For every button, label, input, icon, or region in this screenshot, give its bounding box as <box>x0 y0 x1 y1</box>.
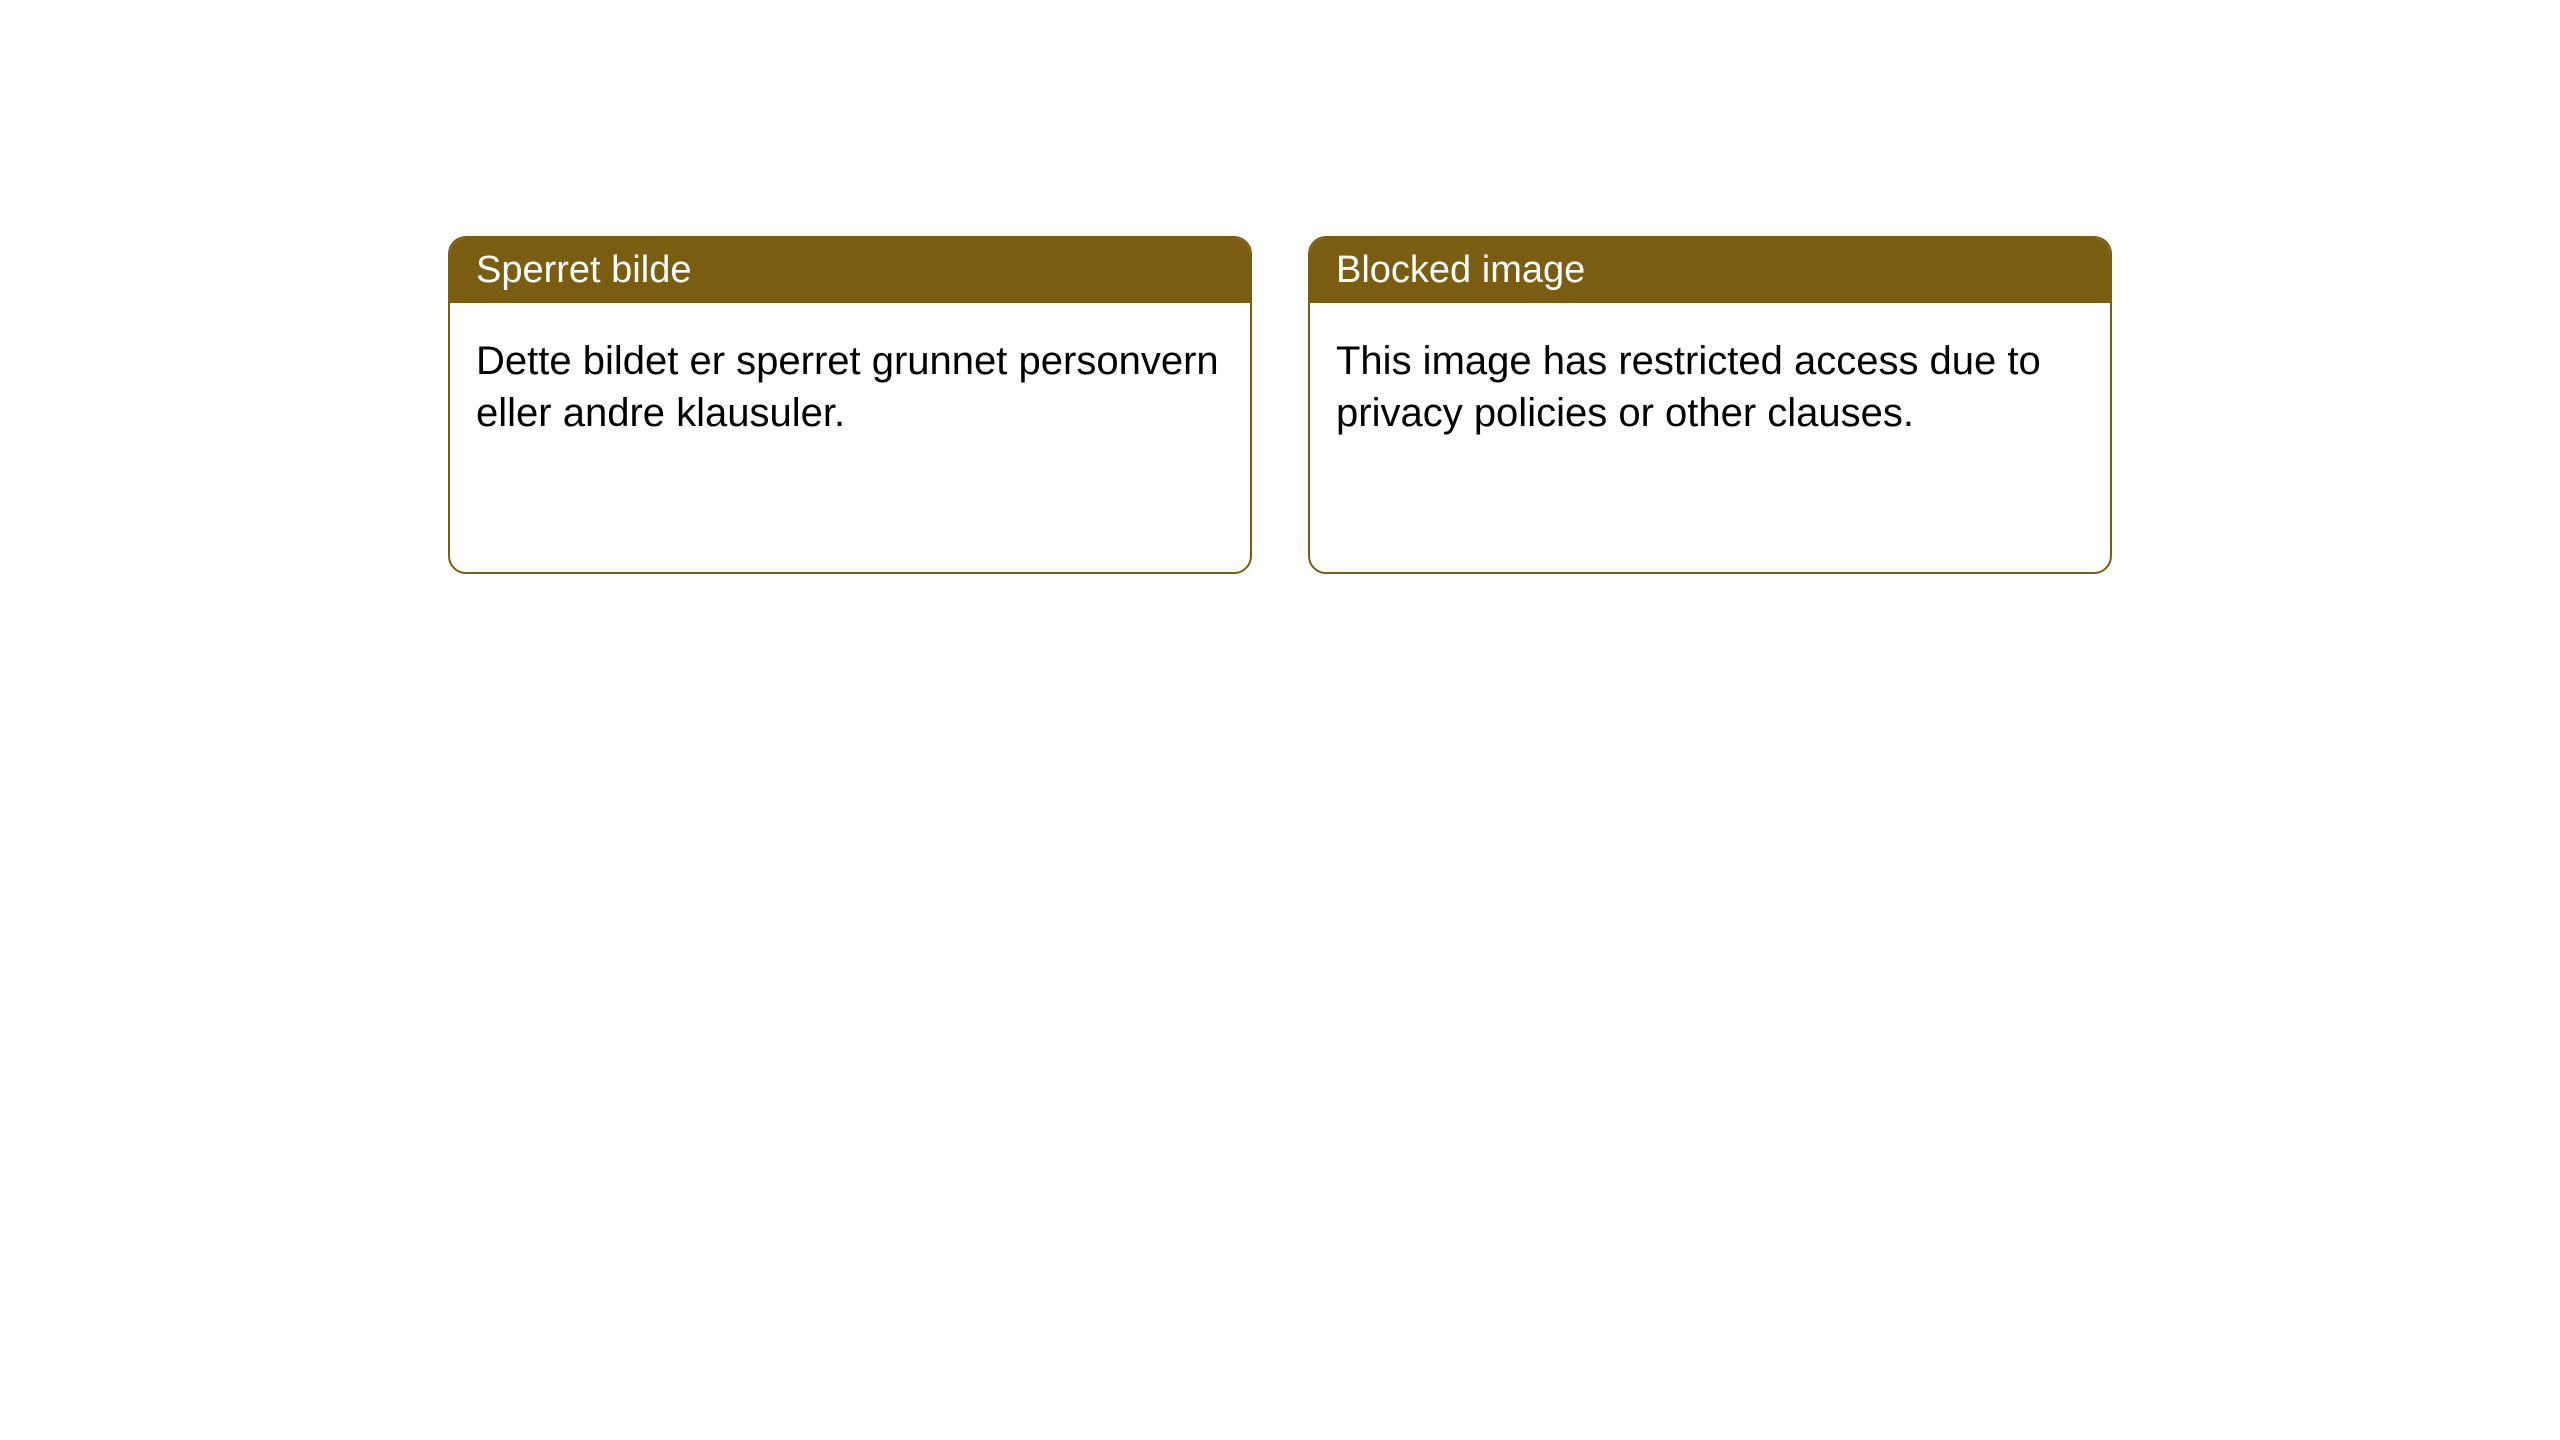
notice-container: Sperret bilde Dette bildet er sperret gr… <box>448 236 2112 574</box>
notice-body-text: Dette bildet er sperret grunnet personve… <box>476 339 1219 435</box>
notice-body-text: This image has restricted access due to … <box>1336 339 2041 435</box>
notice-title: Blocked image <box>1336 249 1585 291</box>
notice-box-english: Blocked image This image has restricted … <box>1308 236 2112 574</box>
notice-title: Sperret bilde <box>476 249 691 291</box>
notice-header: Blocked image <box>1310 238 2110 303</box>
notice-box-norwegian: Sperret bilde Dette bildet er sperret gr… <box>448 236 1252 574</box>
notice-header: Sperret bilde <box>450 238 1250 303</box>
notice-body: Dette bildet er sperret grunnet personve… <box>450 303 1250 471</box>
notice-body: This image has restricted access due to … <box>1310 303 2110 471</box>
